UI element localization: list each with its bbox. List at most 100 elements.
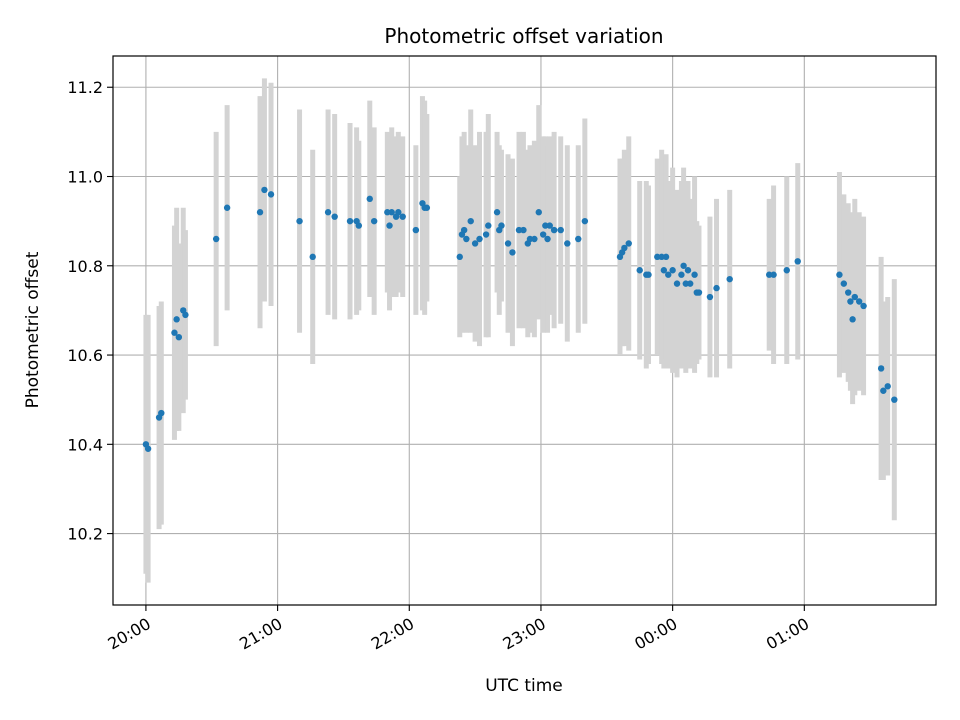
data-point [682,280,690,287]
x-tick-label: 01:00 [763,614,812,654]
data-point [384,209,391,216]
data-point [695,289,703,296]
data-point [840,280,848,287]
data-point [770,271,777,278]
data-point [324,209,332,216]
data-point [395,209,402,216]
data-point [261,186,268,194]
data-point [544,235,551,243]
data-point [575,235,582,243]
data-point [665,271,672,278]
data-point [662,253,670,261]
y-tick-label: 11.2 [67,78,103,97]
data-point [539,231,547,238]
data-point [463,235,470,243]
data-point [386,222,393,229]
data-point [493,209,501,216]
data-point [182,311,189,319]
data-point [171,329,178,336]
data-point [504,240,512,247]
data-point [713,284,720,292]
data-point [399,213,406,220]
data-point [794,258,801,265]
data-point [684,267,692,274]
data-point [509,249,516,256]
data-point [476,235,483,243]
data-point [267,191,275,198]
data-point [783,267,790,274]
data-point [366,195,373,203]
data-point [296,217,303,225]
data-point [388,209,395,216]
data-point [456,253,463,261]
data-point [836,271,843,278]
data-point [520,226,527,234]
plot-frame [112,55,937,606]
data-point [546,222,553,229]
y-tick-label: 10.4 [67,435,103,454]
data-point [845,289,852,296]
y-axis-label: Photometric offset [23,251,43,408]
data-point [678,271,685,278]
data-point [686,280,694,287]
data-point [355,222,363,229]
data-point [581,217,589,225]
data-point [621,244,628,252]
y-tick-label: 10.2 [67,525,103,544]
data-point [223,204,231,211]
data-point [564,240,571,247]
data-point [158,409,165,417]
data-point [412,226,420,234]
data-point [535,209,542,216]
data-point [370,217,378,225]
data-point [658,253,665,261]
data-point [636,267,643,274]
data-point [706,293,714,301]
data-point [645,271,652,278]
data-point [175,333,183,341]
data-point [485,222,492,229]
x-tick-label: 22:00 [368,614,417,654]
data-point [309,253,316,261]
data-point [471,240,479,247]
data-point [660,267,668,274]
data-point [860,302,867,310]
x-tick-label: 21:00 [236,614,285,654]
x-tick-label: 20:00 [104,614,153,654]
data-point [847,298,854,305]
y-tick-label: 10.6 [67,346,103,365]
x-axis-ticks: 20:00 21:00 22:00 23:00 00:00 01:00 [104,605,812,654]
data-point [557,226,564,234]
data-point [256,209,264,216]
data-point [877,365,885,372]
error-bars [143,78,897,583]
data-point [654,253,661,261]
data-point [346,217,354,225]
data-point [849,316,856,323]
x-tick-label: 23:00 [500,614,549,654]
data-point [542,222,549,229]
data-points [142,186,898,452]
data-point [526,235,534,243]
data-point [766,271,773,278]
data-point [625,240,632,247]
data-point [498,222,505,229]
data-point [212,235,220,243]
data-point [467,217,474,225]
y-tick-label: 10.8 [67,257,103,276]
data-point [680,262,687,269]
data-point [531,235,538,243]
data-point [460,226,468,234]
data-point [550,226,558,234]
y-tick-label: 11.0 [67,168,103,187]
data-point [173,316,180,323]
data-point [884,383,891,390]
data-point [891,396,898,403]
data-point [482,231,490,238]
data-point [726,275,733,283]
data-point [851,293,858,301]
data-point [515,226,523,234]
data-point [855,298,863,305]
data-point [673,280,681,287]
